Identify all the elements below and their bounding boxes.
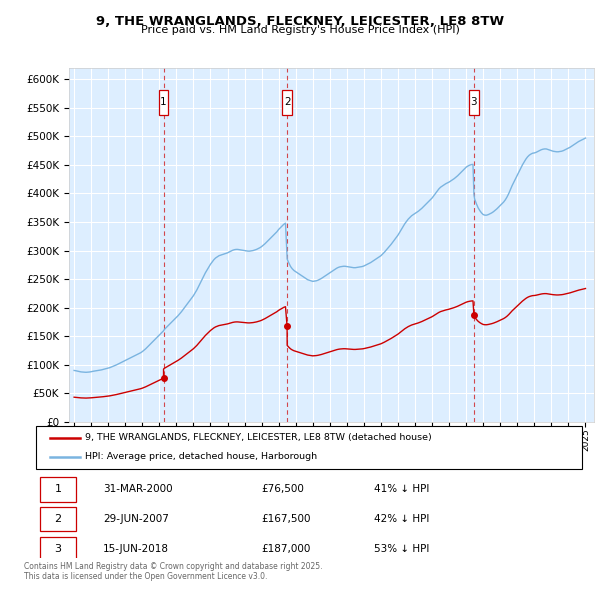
Text: HPI: Average price, detached house, Harborough: HPI: Average price, detached house, Harb…	[85, 453, 317, 461]
Text: 2: 2	[284, 97, 290, 107]
Text: 31-MAR-2000: 31-MAR-2000	[103, 484, 173, 494]
FancyBboxPatch shape	[469, 90, 479, 114]
Text: 1: 1	[160, 97, 167, 107]
FancyBboxPatch shape	[40, 507, 76, 532]
Text: This data is licensed under the Open Government Licence v3.0.: This data is licensed under the Open Gov…	[24, 572, 268, 581]
Text: Price paid vs. HM Land Registry's House Price Index (HPI): Price paid vs. HM Land Registry's House …	[140, 25, 460, 35]
Text: £76,500: £76,500	[261, 484, 304, 494]
Text: £187,000: £187,000	[261, 544, 310, 554]
Text: 15-JUN-2018: 15-JUN-2018	[103, 544, 169, 554]
Text: 1: 1	[55, 484, 62, 494]
Text: 9, THE WRANGLANDS, FLECKNEY, LEICESTER, LE8 8TW (detached house): 9, THE WRANGLANDS, FLECKNEY, LEICESTER, …	[85, 433, 432, 442]
FancyBboxPatch shape	[36, 426, 582, 469]
Text: 41% ↓ HPI: 41% ↓ HPI	[374, 484, 429, 494]
Text: 3: 3	[470, 97, 477, 107]
Text: 9, THE WRANGLANDS, FLECKNEY, LEICESTER, LE8 8TW: 9, THE WRANGLANDS, FLECKNEY, LEICESTER, …	[96, 15, 504, 28]
Text: 42% ↓ HPI: 42% ↓ HPI	[374, 514, 429, 524]
Text: 53% ↓ HPI: 53% ↓ HPI	[374, 544, 429, 554]
FancyBboxPatch shape	[283, 90, 292, 114]
FancyBboxPatch shape	[159, 90, 169, 114]
Text: 3: 3	[55, 544, 62, 554]
FancyBboxPatch shape	[40, 477, 76, 502]
Text: 2: 2	[55, 514, 62, 524]
Text: Contains HM Land Registry data © Crown copyright and database right 2025.: Contains HM Land Registry data © Crown c…	[24, 562, 323, 571]
Text: 29-JUN-2007: 29-JUN-2007	[103, 514, 169, 524]
Text: £167,500: £167,500	[261, 514, 310, 524]
FancyBboxPatch shape	[40, 536, 76, 561]
